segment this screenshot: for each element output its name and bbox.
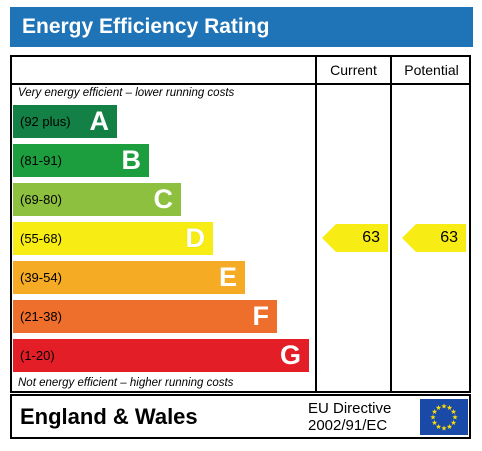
band-letter: E: [218, 262, 237, 292]
potential-rating-value: 63: [440, 229, 458, 246]
current-column-header: Current: [330, 62, 377, 78]
eu-star-icon: ★: [431, 408, 437, 416]
eu-star-icon: ★: [441, 403, 447, 411]
band-range-label: (69-80): [20, 192, 62, 207]
efficient-note: Very energy efficient – lower running co…: [18, 87, 235, 99]
eu-star-icon: ★: [435, 423, 441, 431]
directive-line-1: EU Directive: [308, 400, 392, 417]
band-range-label: (81-91): [20, 153, 62, 168]
potential-column-header: Potential: [404, 62, 459, 78]
rating-chart: Current Potential Very energy efficient …: [10, 55, 471, 393]
eu-star-icon: ★: [435, 404, 441, 412]
eu-star-icon: ★: [450, 419, 456, 427]
eu-flag-icon: ★★★★★★★★★ ★ ★★: [420, 399, 468, 435]
potential-rating-arrow: 63: [402, 224, 466, 252]
band-range-label: (92 plus): [20, 114, 71, 129]
directive-line-2: 2002/91/EC: [308, 417, 388, 434]
inefficient-note: Not energy efficient – higher running co…: [18, 377, 234, 389]
eu-star-icon: ★: [446, 423, 452, 431]
band-a: (92 plus) A: [13, 105, 117, 138]
band-letter: A: [89, 106, 110, 136]
eu-directive: EU Directive 2002/91/EC: [308, 400, 391, 434]
page-title: Energy Efficiency Rating: [10, 7, 473, 47]
band-e: (39-54) E: [13, 261, 245, 294]
eu-star-icon: ★: [452, 414, 458, 422]
band-b: (81-91) B: [13, 144, 149, 177]
current-rating-value: 63: [362, 229, 380, 246]
footer: England & Wales EU Directive 2002/91/EC …: [10, 394, 471, 439]
band-f: (21-38) F: [13, 300, 277, 333]
band-c: (69-80) C: [13, 183, 181, 216]
band-letter: G: [279, 340, 301, 370]
eu-star-icon: ★: [450, 408, 456, 416]
band-letter: B: [121, 145, 142, 175]
eu-star-icon: ★: [446, 404, 452, 412]
band-letter: C: [153, 184, 174, 214]
band-range-label: (55-68): [20, 231, 62, 246]
eu-star-icon: ★: [441, 425, 447, 433]
current-rating-arrow: 63: [322, 224, 388, 252]
current-column-divider: [315, 57, 317, 391]
band-g: (1-20) G: [13, 339, 309, 372]
eu-star-icon: ★: [431, 419, 437, 427]
eu-star-icon: ★: [430, 414, 436, 422]
band-letter: D: [185, 223, 206, 253]
band-letter: F: [252, 301, 270, 331]
band-range-label: (21-38): [20, 309, 62, 324]
region-label: England & Wales: [20, 404, 198, 429]
band-d: (55-68) D: [13, 222, 213, 255]
header-divider: [12, 83, 469, 85]
band-range-label: (39-54): [20, 270, 62, 285]
potential-column-divider: [390, 57, 392, 391]
band-range-label: (1-20): [20, 348, 55, 363]
